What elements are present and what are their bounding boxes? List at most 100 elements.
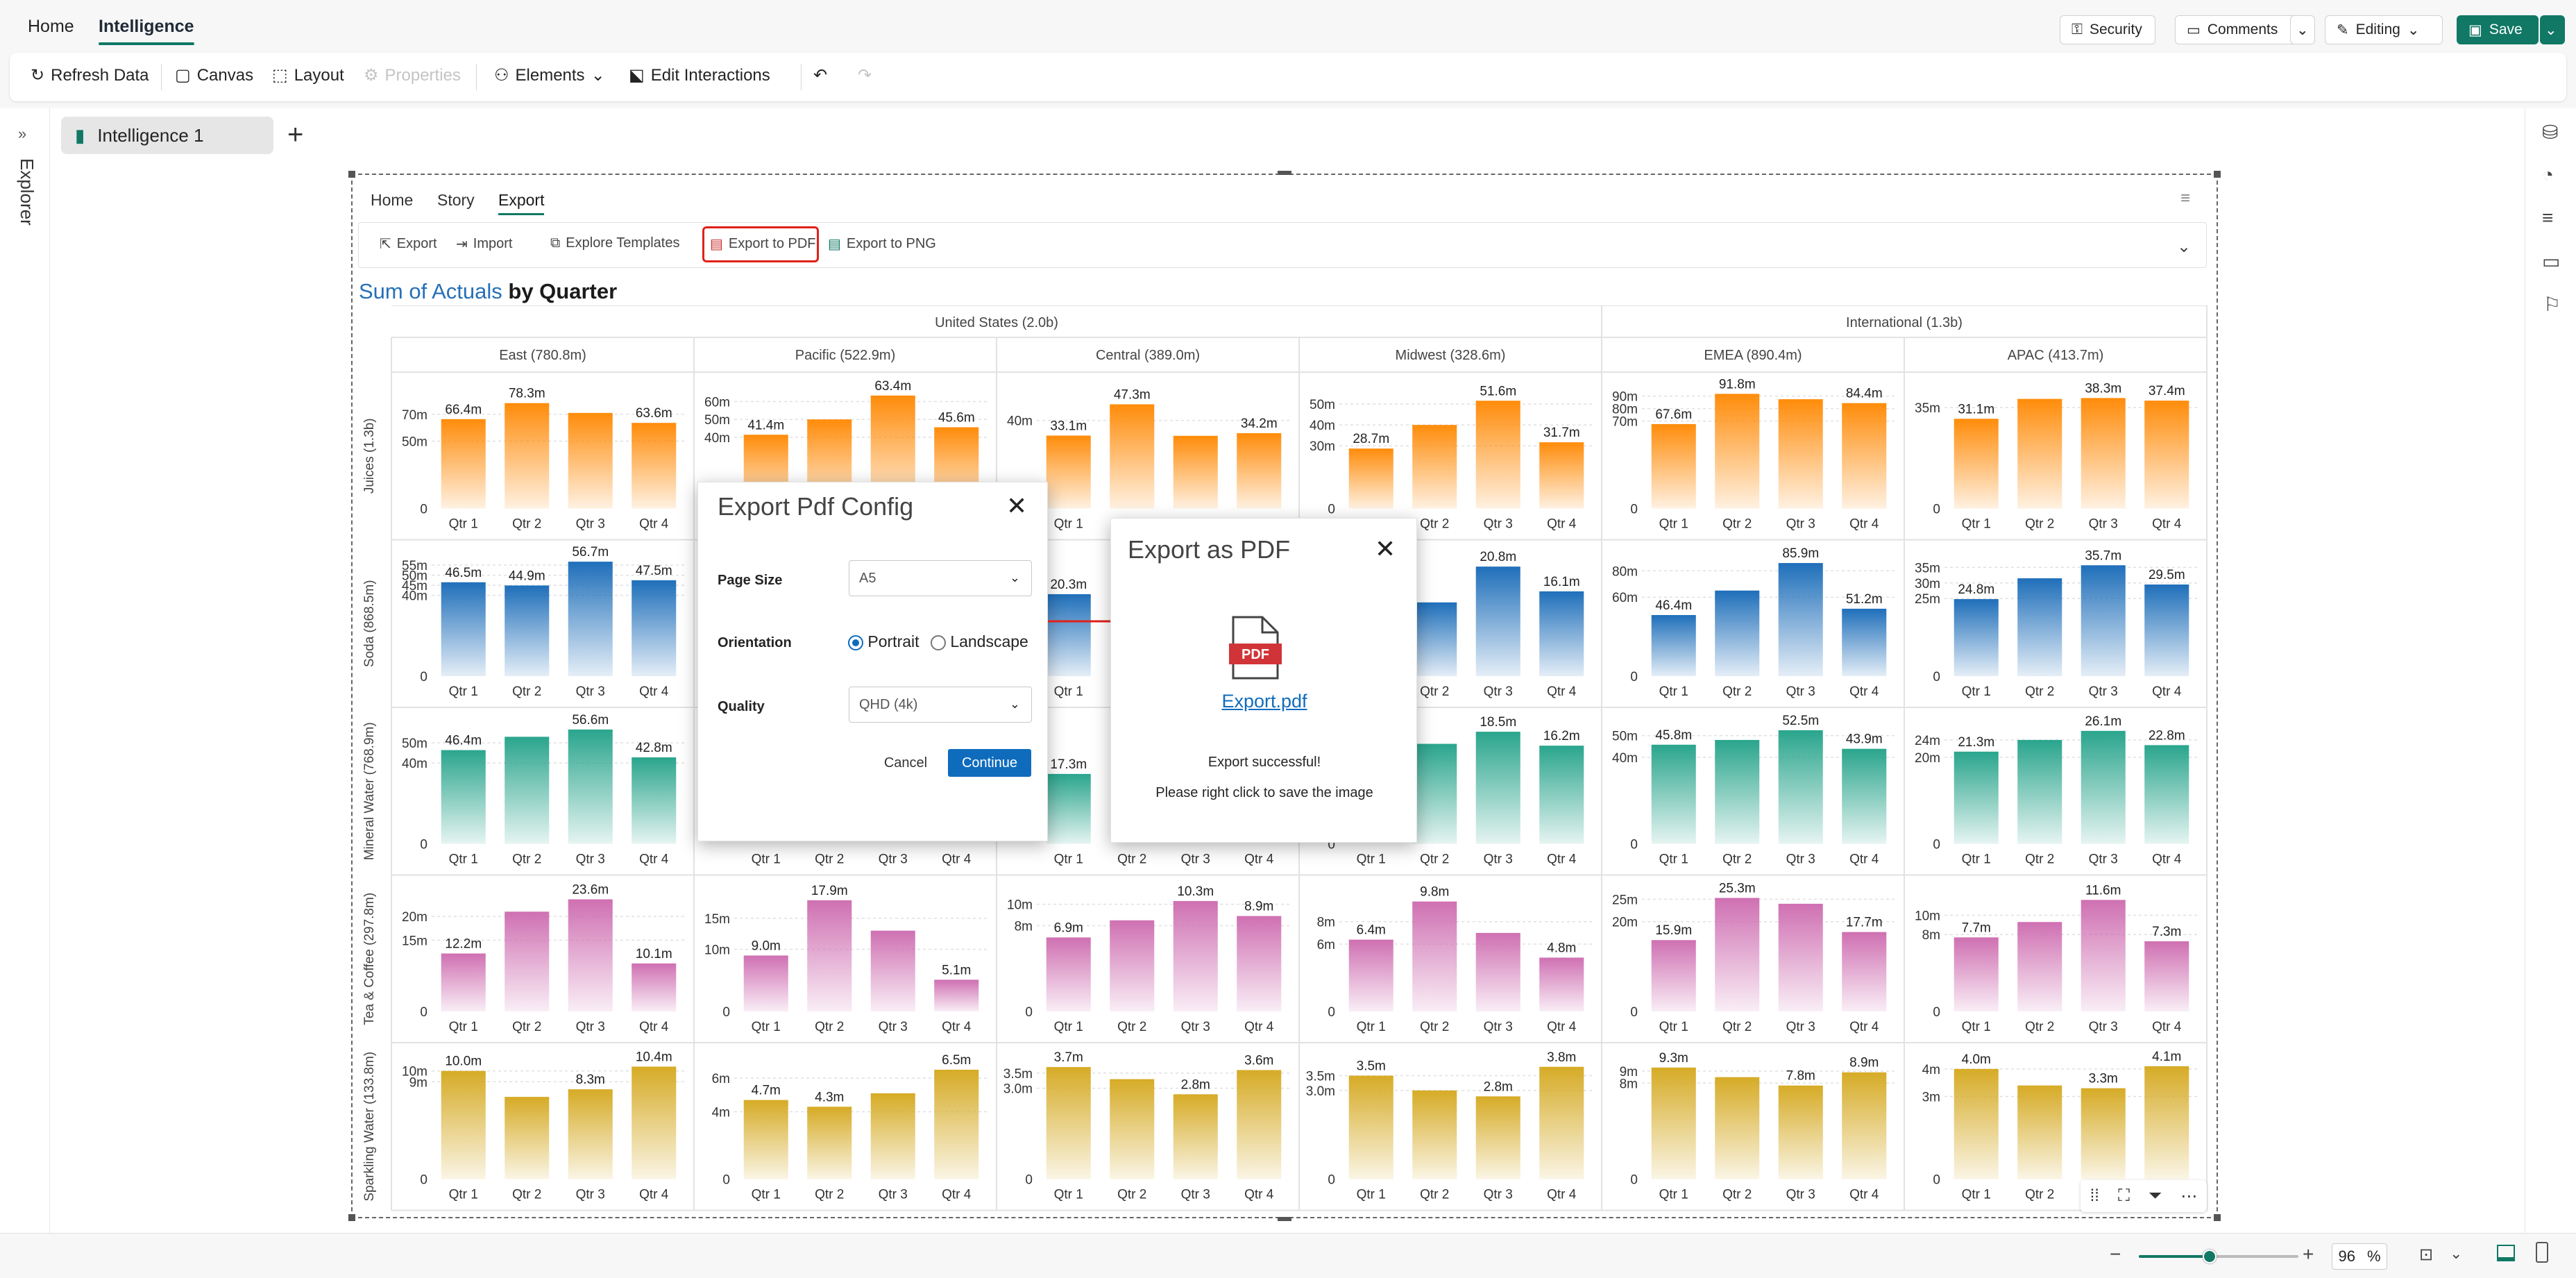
pdf-icon-text: PDF: [1242, 647, 1269, 662]
resize-handle[interactable]: [2214, 171, 2221, 178]
x-tick-label: Qtr 3: [2089, 852, 2118, 867]
bar: [1778, 563, 1823, 676]
chart-format-icon[interactable]: ◔: [2542, 164, 2554, 185]
x-tick-label: Qtr 2: [1722, 517, 1752, 532]
editing-mode-button[interactable]: ✎ Editing ⌄: [2325, 15, 2443, 44]
filter-list-icon[interactable]: ≡: [2542, 207, 2554, 228]
save-dropdown[interactable]: ⌄: [2540, 15, 2565, 44]
data-label: 9.0m: [752, 939, 781, 953]
landscape-label[interactable]: Landscape: [950, 632, 1028, 650]
redo-icon: ↷: [858, 66, 872, 85]
elements-icon: ⚇: [494, 66, 509, 85]
continue-button[interactable]: Continue: [948, 749, 1031, 777]
save-button[interactable]: ▣ Save: [2457, 15, 2539, 44]
filter-icon[interactable]: ≡: [2180, 189, 2191, 208]
explorer-toggle[interactable]: Explorer: [6, 158, 47, 255]
data-label: 16.2m: [1543, 729, 1580, 743]
expand-icon[interactable]: »: [18, 125, 27, 142]
resize-handle[interactable]: [2214, 1214, 2221, 1221]
desktop-view-icon[interactable]: [2497, 1245, 2515, 1261]
x-tick-label: Qtr 1: [1659, 517, 1688, 532]
resize-handle[interactable]: [1278, 171, 1291, 175]
data-label: 8.9m: [1244, 900, 1273, 914]
bar: [2081, 730, 2126, 844]
elements-button[interactable]: ⚇ Elements ⌄: [494, 65, 605, 85]
bar: [1778, 399, 1823, 509]
report-tab-export[interactable]: Export: [498, 191, 545, 215]
report-tab-home[interactable]: Home: [371, 191, 414, 209]
bar: [1651, 744, 1696, 844]
properties-button[interactable]: ⚙ Properties: [364, 65, 461, 85]
resize-handle[interactable]: [1278, 1217, 1291, 1221]
tab-home[interactable]: Home: [28, 17, 74, 36]
collapse-ribbon-icon[interactable]: ⌄: [2177, 237, 2192, 256]
bar: [632, 757, 677, 844]
quality-label: Quality: [718, 699, 765, 714]
zoom-out-button[interactable]: −: [2110, 1243, 2121, 1265]
grid-icon[interactable]: ⁞⁞: [2090, 1186, 2099, 1205]
interactions-icon: ⬕: [629, 66, 645, 85]
y-tick-label: 9m: [409, 1075, 427, 1090]
tab-intelligence[interactable]: Intelligence: [99, 17, 194, 45]
redo-button[interactable]: ↷: [858, 65, 872, 85]
zoom-in-button[interactable]: +: [2303, 1243, 2314, 1265]
data-label: 56.7m: [572, 545, 609, 560]
portrait-radio[interactable]: [848, 634, 863, 650]
x-tick-label: Qtr 4: [2152, 684, 2182, 699]
y-tick-label: 0: [722, 1173, 730, 1188]
bar: [1715, 1077, 1760, 1179]
canvas-button[interactable]: ▢ Canvas: [175, 65, 254, 85]
filter-icon[interactable]: ⏷: [2149, 1186, 2162, 1205]
focus-mode-icon[interactable]: ⛶: [2118, 1186, 2130, 1205]
refresh-data-button[interactable]: ↻ Refresh Data: [31, 65, 149, 85]
landscape-radio[interactable]: [930, 634, 946, 650]
export-to-png-button[interactable]: ▤ Export to PNG: [828, 236, 936, 252]
comment-icon[interactable]: ▭: [2542, 251, 2561, 272]
bar: [2144, 745, 2189, 844]
row-header: Juices (1.3b): [362, 418, 377, 494]
column-header: Midwest (328.6m): [1396, 348, 1506, 363]
import-button[interactable]: ⇥ Import: [456, 236, 513, 252]
y-tick-label: 40m: [402, 757, 427, 771]
edit-interactions-button[interactable]: ⬕ Edit Interactions: [629, 65, 770, 85]
export-pdf-link[interactable]: Export.pdf: [1221, 691, 1307, 712]
x-tick-label: Qtr 3: [2089, 1020, 2118, 1034]
zoom-slider-thumb[interactable]: [2203, 1250, 2217, 1263]
bookmark-icon[interactable]: ⚐: [2543, 294, 2561, 315]
data-label: 47.3m: [1114, 387, 1151, 402]
bar: [1412, 901, 1457, 1011]
y-tick-label: 0: [1328, 503, 1335, 517]
cancel-button[interactable]: Cancel: [883, 755, 928, 771]
add-tab-button[interactable]: +: [287, 121, 303, 149]
more-options-icon[interactable]: ⋯: [2180, 1186, 2198, 1206]
comments-dropdown[interactable]: ⌄: [2290, 15, 2315, 44]
column-header: East (780.8m): [499, 348, 586, 363]
resize-handle[interactable]: [348, 171, 355, 178]
explore-templates-button[interactable]: ⧉ Explore Templates: [550, 235, 680, 251]
portrait-label[interactable]: Portrait: [867, 632, 920, 650]
fit-page-icon[interactable]: ⊡: [2419, 1245, 2434, 1264]
zoom-slider[interactable]: [2139, 1250, 2298, 1263]
x-tick-label: Qtr 3: [1181, 852, 1210, 867]
bar: [568, 899, 613, 1011]
row-header: Sparkling Water (133.8m): [362, 1052, 377, 1202]
chevron-down-icon[interactable]: ⌄: [2450, 1245, 2463, 1262]
y-tick-label: 0: [1630, 503, 1638, 517]
explorer-sidebar: » Explorer: [0, 108, 50, 1233]
export-button[interactable]: ⇱ Export: [380, 236, 437, 252]
document-tab[interactable]: ▮ Intelligence 1: [61, 117, 273, 154]
zoom-level-field[interactable]: 96%: [2332, 1243, 2387, 1270]
close-button[interactable]: ✕: [1375, 537, 1396, 562]
data-icon[interactable]: ⛁: [2542, 121, 2559, 143]
close-button[interactable]: ✕: [1006, 494, 1027, 519]
resize-handle[interactable]: [348, 1214, 355, 1221]
quality-select[interactable]: QHD (4k) ⌄: [849, 687, 1032, 723]
security-button[interactable]: ⚿ Security: [2060, 15, 2155, 44]
page-size-select[interactable]: A5 ⌄: [849, 560, 1032, 596]
undo-button[interactable]: ↶: [813, 65, 827, 85]
mobile-view-icon[interactable]: [2536, 1242, 2548, 1263]
y-tick-label: 0: [1933, 1005, 1940, 1020]
report-tab-story[interactable]: Story: [437, 191, 475, 209]
export-to-pdf-button[interactable]: ▤ Export to PDF: [710, 236, 816, 252]
layout-button[interactable]: ⬚ Layout: [272, 65, 344, 85]
